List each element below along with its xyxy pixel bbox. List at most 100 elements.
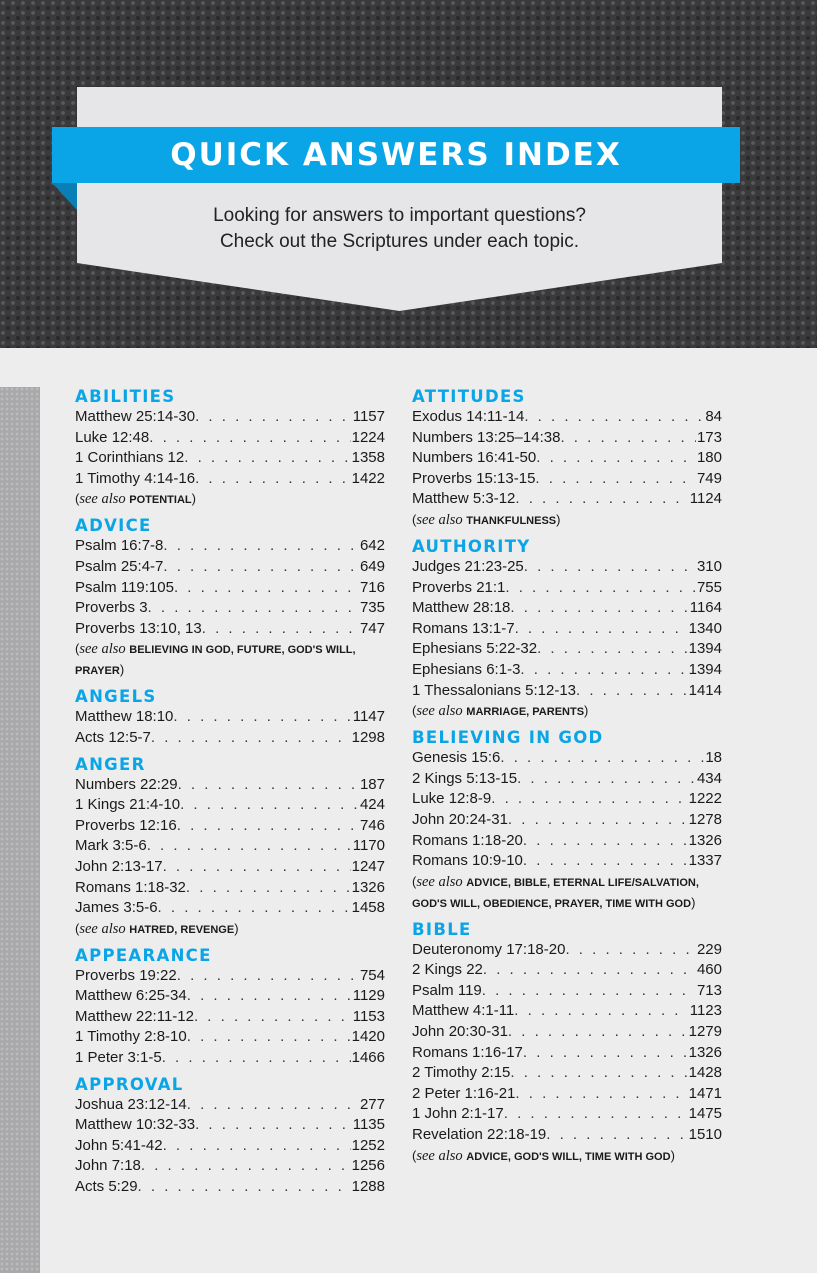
dot-leader xyxy=(560,428,696,449)
dot-leader xyxy=(517,769,696,790)
index-entry: 1 Kings 21:4-10 424 xyxy=(75,795,385,816)
page-number: 713 xyxy=(696,981,722,999)
see-word: see xyxy=(79,491,98,508)
scripture-reference: Romans 1:18-20 xyxy=(412,831,523,849)
index-entry: Proverbs 19:22 754 xyxy=(75,966,385,987)
subtitle-line: Looking for answers to important questio… xyxy=(213,205,586,226)
scripture-reference: Romans 1:18-32 xyxy=(75,878,186,896)
scripture-reference: Psalm 119:105 xyxy=(75,578,174,596)
scripture-reference: Matthew 28:18 xyxy=(412,599,511,617)
index-entry: Numbers 16:41-50 180 xyxy=(412,448,722,469)
scripture-reference: Matthew 6:25-34 xyxy=(75,987,187,1005)
dot-leader xyxy=(537,639,688,660)
page-number: 1278 xyxy=(688,810,722,828)
index-entry: Matthew 4:1-11 1123 xyxy=(412,1001,722,1022)
scripture-reference: Romans 1:16-17 xyxy=(412,1043,523,1061)
dot-leader xyxy=(138,1177,351,1198)
dot-leader xyxy=(546,1125,687,1146)
scripture-reference: 1 Timothy 2:8-10 xyxy=(75,1028,187,1046)
dot-leader xyxy=(508,810,688,831)
index-entry: Matthew 5:3-12 1124 xyxy=(412,489,722,510)
index-entry: 1 Corinthians 12 1358 xyxy=(75,448,385,469)
scripture-reference: Ephesians 5:22-32 xyxy=(412,640,538,658)
page-number: 649 xyxy=(359,557,385,575)
page-number: 1466 xyxy=(351,1049,385,1067)
index-entry: 1 Timothy 4:14-16 1422 xyxy=(75,469,385,490)
scripture-reference: Ephesians 6:1-3 xyxy=(412,660,521,678)
see-also-note: (see also MARRIAGE, PARENTS) xyxy=(412,701,722,722)
see-also-label: see also xyxy=(79,641,129,657)
see-word: see xyxy=(416,703,435,720)
scripture-reference: 1 Timothy 4:14-16 xyxy=(75,469,196,487)
dot-leader xyxy=(187,986,352,1007)
scripture-reference: Psalm 119 xyxy=(412,981,482,999)
index-entry: John 5:41-42 1252 xyxy=(75,1136,385,1157)
dot-leader xyxy=(148,598,359,619)
scripture-reference: 1 Thessalonians 5:12-13 xyxy=(412,681,577,699)
page-number: 1471 xyxy=(688,1084,722,1102)
index-entry: Psalm 16:7-8 642 xyxy=(75,536,385,557)
page-number: 1222 xyxy=(688,790,722,808)
index-entry: 1 Peter 3:1-5 1466 xyxy=(75,1048,385,1069)
page-number: 1288 xyxy=(351,1178,385,1196)
paren: ( xyxy=(412,511,417,527)
see-word: see xyxy=(416,873,435,890)
index-entry: Romans 1:16-17 1326 xyxy=(412,1043,722,1064)
dot-leader xyxy=(576,681,688,702)
dot-leader xyxy=(491,789,687,810)
dot-leader xyxy=(510,598,688,619)
index-entry: Romans 13:1-7 1340 xyxy=(412,619,722,640)
see-also-note: (see also ADVICE, BIBLE, ETERNAL LIFE/SA… xyxy=(412,872,722,914)
index-entry: 2 Peter 1:16-21 1471 xyxy=(412,1084,722,1105)
page-number: 1135 xyxy=(352,1116,385,1134)
index-entry: Revelation 22:18-19 1510 xyxy=(412,1125,722,1146)
page-title: QUICK ANSWERS INDEX xyxy=(170,137,622,173)
page-number: 1414 xyxy=(688,681,722,699)
page-number: 424 xyxy=(359,796,385,814)
topic-heading: ANGELS xyxy=(75,687,157,707)
paren: ( xyxy=(75,491,80,507)
page-number: 460 xyxy=(696,961,722,979)
scripture-reference: Matthew 5:3-12 xyxy=(412,490,516,508)
index-entry: Ephesians 6:1-3 1394 xyxy=(412,660,722,681)
page-number: 1337 xyxy=(688,852,722,870)
scripture-reference: Revelation 22:18-19 xyxy=(412,1126,547,1144)
scripture-reference: John 20:30-31 xyxy=(412,1023,508,1041)
paren: ( xyxy=(412,873,417,889)
scripture-reference: Matthew 22:11-12 xyxy=(75,1007,194,1025)
scripture-reference: Acts 5:29 xyxy=(75,1178,138,1196)
index-entry: Numbers 22:29 187 xyxy=(75,775,385,796)
scripture-reference: 2 Timothy 2:15 xyxy=(412,1064,511,1082)
topic-heading: ABILITIES xyxy=(75,387,176,406)
see-word: see xyxy=(79,641,98,658)
scripture-reference: 2 Kings 5:13-15 xyxy=(412,769,518,787)
see-also-topics: MARRIAGE, PARENTS xyxy=(466,706,585,719)
dot-leader xyxy=(523,851,688,872)
scripture-reference: John 2:13-17 xyxy=(75,857,163,875)
header-panel xyxy=(77,87,722,311)
index-entry: Mark 3:5-6 1170 xyxy=(75,836,385,857)
page-number: 1510 xyxy=(688,1126,722,1144)
paren: ( xyxy=(412,1147,417,1163)
scripture-reference: 1 Kings 21:4-10 xyxy=(75,796,181,814)
see-also-label: see also xyxy=(416,874,466,890)
dot-leader xyxy=(195,1115,352,1136)
paren: ( xyxy=(75,641,80,657)
dot-leader xyxy=(508,1022,688,1043)
scripture-reference: 1 Peter 3:1-5 xyxy=(75,1049,162,1067)
dot-leader xyxy=(174,578,359,599)
paren: ) xyxy=(191,491,196,507)
see-also-topics: ADVICE, GOD'S WILL, TIME WITH GOD xyxy=(466,1150,671,1163)
scripture-reference: Luke 12:8-9 xyxy=(412,790,492,808)
page-subtitle: Looking for answers to important questio… xyxy=(77,203,722,255)
page-number: 1394 xyxy=(688,660,722,678)
index-entry: Psalm 25:4-7 649 xyxy=(75,557,385,578)
scripture-reference: Numbers 22:29 xyxy=(75,775,178,793)
page-number: 755 xyxy=(696,578,722,596)
page-number: 1458 xyxy=(351,899,385,917)
page-number: 749 xyxy=(696,469,722,487)
scripture-reference: Numbers 13:25–14:38 xyxy=(412,428,561,446)
